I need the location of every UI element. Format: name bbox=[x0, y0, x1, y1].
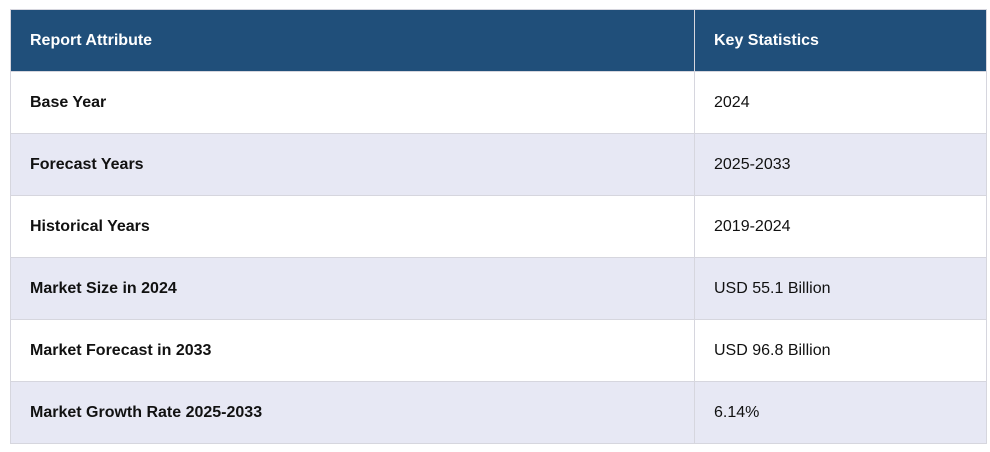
table-row: Market Size in 2024 USD 55.1 Billion bbox=[10, 257, 987, 320]
table-body: Base Year 2024 Forecast Years 2025-2033 Hist… bbox=[10, 71, 987, 444]
table-row: Historical Years 2019-2024 bbox=[10, 195, 987, 258]
value-cell: 2025-2033 bbox=[694, 133, 987, 196]
attribute-cell: Market Growth Rate 2025-2033 bbox=[10, 381, 695, 444]
table-row: Forecast Years 2025-2033 bbox=[10, 133, 987, 196]
attribute-cell: Market Size in 2024 bbox=[10, 257, 695, 320]
attribute-cell: Forecast Years bbox=[10, 133, 695, 196]
attribute-cell: Historical Years bbox=[10, 195, 695, 258]
table-row: Market Growth Rate 2025-2033 6.14% bbox=[10, 381, 987, 444]
value-cell: USD 96.8 Billion bbox=[694, 319, 987, 382]
table-row: Base Year 2024 bbox=[10, 71, 987, 134]
value-cell: 2024 bbox=[694, 71, 987, 134]
header-cell: Key Statistics bbox=[694, 9, 987, 72]
value-cell: 6.14% bbox=[694, 381, 987, 444]
stats-table: Report Attribute Key Statistics Base Yea… bbox=[10, 9, 987, 444]
attribute-cell: Base Year bbox=[10, 71, 695, 134]
header-row: Report Attribute Key Statistics bbox=[10, 9, 987, 72]
table-row: Market Forecast in 2033 USD 96.8 Billion bbox=[10, 319, 987, 382]
attribute-cell: Market Forecast in 2033 bbox=[10, 319, 695, 382]
header-cell: Report Attribute bbox=[10, 9, 695, 72]
value-cell: 2019-2024 bbox=[694, 195, 987, 258]
value-cell: USD 55.1 Billion bbox=[694, 257, 987, 320]
